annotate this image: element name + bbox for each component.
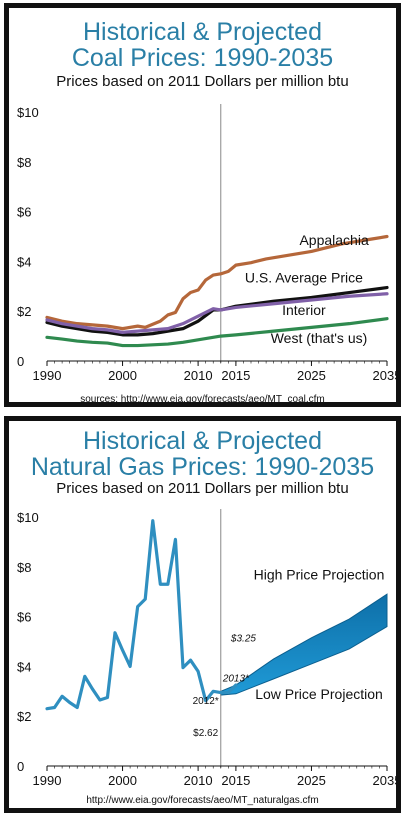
coal-series-line-3 — [45, 317, 389, 348]
coal-series-line-2 — [45, 292, 389, 334]
coal-subtitle: Prices based on 2011 Dollars per million… — [56, 73, 349, 90]
coal-ytick-label: $2 — [17, 304, 31, 319]
gas-xtick-label: 2035 — [373, 773, 396, 788]
coal-source: sources: http://www.eia.gov/forecasts/ae… — [80, 394, 325, 405]
gas-annotation-label: $3.25 — [230, 634, 256, 645]
gas-ytick-label: 0 — [17, 759, 24, 774]
coal-ytick-label: $6 — [17, 205, 31, 220]
coal-xtick-label: 2015 — [221, 368, 250, 383]
coal-series-label: West (that's us) — [271, 330, 368, 346]
gas-annotation-label: $2.62 — [193, 728, 218, 739]
gas-band-label: High Price Projection — [254, 566, 385, 582]
gas-subtitle: Prices based on 2011 Dollars per million… — [56, 480, 349, 497]
coal-series-label: Interior — [282, 302, 326, 318]
coal-series-label: Appalachia — [299, 232, 368, 248]
coal-series-line-0 — [45, 234, 389, 331]
natural-gas-price-panel: Historical & Projected Natural Gas Price… — [4, 416, 401, 813]
gas-annotation-label: 2012* — [193, 696, 219, 707]
gas-band-label: Low Price Projection — [255, 686, 383, 702]
coal-title-line2: Coal Prices: 1990-2035 — [71, 44, 334, 72]
gas-title-line1: Historical & Projected — [83, 427, 322, 455]
gas-ytick-label: $4 — [17, 659, 31, 674]
coal-price-panel: Historical & Projected Coal Prices: 1990… — [4, 3, 401, 407]
gas-ytick-label: $6 — [17, 610, 31, 625]
gas-xtick-label: 2000 — [108, 773, 137, 788]
gas-projection-band — [220, 593, 388, 696]
gas-xtick-label: 2025 — [297, 773, 326, 788]
coal-ytick-label: $4 — [17, 254, 31, 269]
coal-series-label: U.S. Average Price — [245, 270, 363, 286]
coal-xtick-label: 2010 — [184, 368, 213, 383]
gas-source: http://www.eia.gov/forecasts/aeo/MT_natu… — [86, 795, 319, 806]
gas-ytick-label: $2 — [17, 709, 31, 724]
gas-chart: 0 $2 $4 $6 $8 $10 1990 2000 2010 2015 2025 2035 High… — [17, 509, 396, 788]
gas-xtick-label: 2010 — [184, 773, 213, 788]
gas-ytick-label: $10 — [17, 510, 39, 525]
coal-ytick-label: $10 — [17, 105, 39, 120]
gas-xtick-label: 2015 — [221, 773, 250, 788]
gas-series-line-0 — [45, 519, 238, 711]
gas-annotation-label: 2013* — [222, 673, 250, 684]
coal-xtick-label: 2035 — [373, 368, 396, 383]
coal-xtick-label: 2025 — [297, 368, 326, 383]
coal-title-line1: Historical & Projected — [83, 18, 322, 46]
coal-xtick-label: 2000 — [108, 368, 137, 383]
gas-ytick-label: $8 — [17, 560, 31, 575]
gas-title-line2: Natural Gas Prices: 1990-2035 — [30, 453, 375, 481]
coal-ytick-label: 0 — [17, 354, 24, 369]
coal-series-line-1 — [45, 285, 389, 337]
coal-ytick-label: $8 — [17, 155, 31, 170]
coal-xtick-label: 1990 — [33, 368, 62, 383]
gas-xtick-label: 1990 — [33, 773, 62, 788]
coal-chart: 0 $2 $4 $6 $8 $10 1990 2000 2010 2015 2025 2035 Appa… — [17, 104, 396, 383]
